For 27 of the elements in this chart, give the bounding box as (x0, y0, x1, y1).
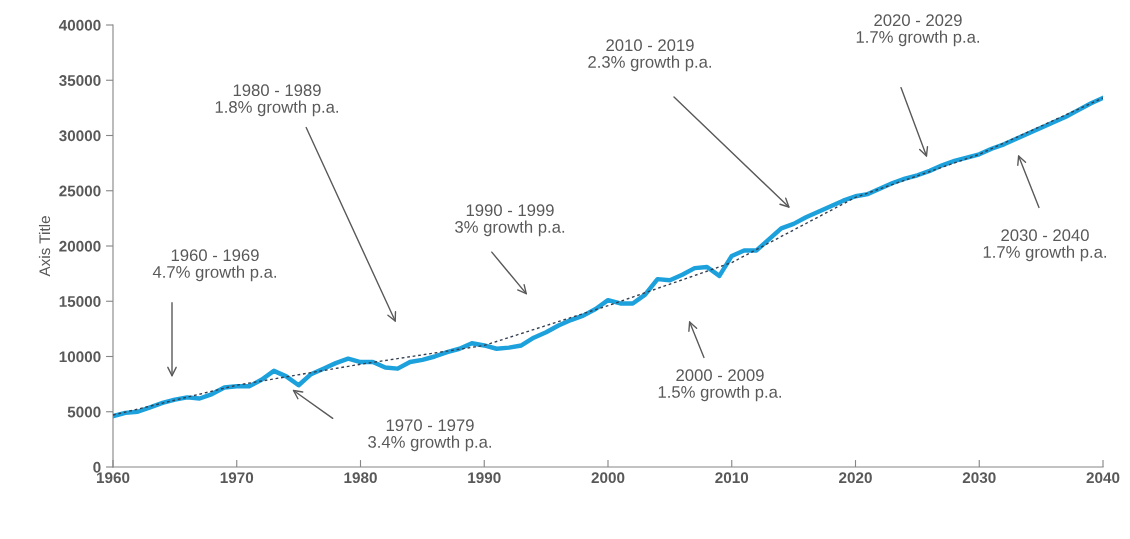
annotation: 2030 - 2040 1.7% growth p.a. (983, 229, 1107, 262)
x-tick-label: 2000 (591, 472, 625, 484)
y-tick-label: 20000 (59, 240, 101, 252)
annotation: 1970 - 1979 3.4% growth p.a. (368, 419, 492, 452)
y-tick-label: 0 (93, 461, 101, 473)
x-tick-label: 2030 (962, 472, 996, 484)
y-tick-label: 40000 (58, 19, 101, 31)
x-tick-label: 2040 (1086, 472, 1120, 484)
annotation: 1980 - 1989 1.8% growth p.a. (215, 84, 339, 117)
y-tick-label: 35000 (59, 75, 101, 86)
annotation: 2010 - 2019 2.3% growth p.a. (588, 39, 712, 72)
x-tick-label: 1970 (220, 472, 254, 484)
y-axis-title: Axis Title (38, 216, 51, 277)
x-tick-label: 1960 (96, 472, 130, 484)
annotation: 1990 - 1999 3% growth p.a. (455, 204, 565, 237)
x-tick-label: 1990 (468, 472, 501, 484)
x-tick-label: 2020 (839, 472, 872, 484)
y-tick-label: 15000 (59, 296, 101, 307)
y-tick-label: 5000 (67, 406, 101, 418)
y-tick-label: 30000 (59, 130, 101, 142)
annotation: 2020 - 2029 1.7% growth p.a. (856, 14, 980, 47)
x-tick-label: 2010 (715, 472, 749, 484)
annotation: 1960 - 1969 4.7% growth p.a. (152, 249, 277, 282)
y-tick-label: 10000 (59, 351, 101, 363)
x-tick-label: 1980 (344, 472, 377, 484)
annotation: 2000 - 2009 1.5% growth p.a. (658, 369, 782, 402)
y-tick-label: 25000 (59, 185, 101, 197)
